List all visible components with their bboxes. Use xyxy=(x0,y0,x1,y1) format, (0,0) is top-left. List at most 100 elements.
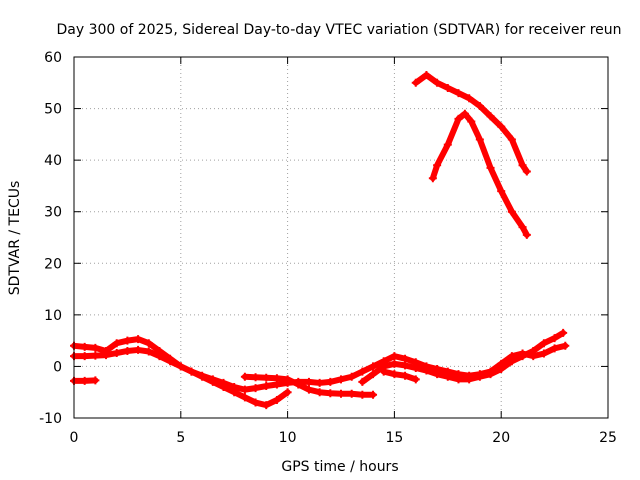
data-point xyxy=(486,112,495,121)
series-band xyxy=(380,368,419,383)
data-point xyxy=(369,362,378,371)
data-point xyxy=(529,346,538,355)
data-point xyxy=(475,372,484,381)
data-point xyxy=(283,375,292,384)
data-point xyxy=(539,339,548,348)
data-point xyxy=(240,393,249,402)
data-point xyxy=(251,398,260,407)
series-upper-arc-1 xyxy=(411,71,531,176)
data-point xyxy=(497,122,506,131)
data-point xyxy=(91,351,100,360)
data-point xyxy=(208,375,217,384)
data-point xyxy=(262,401,271,410)
data-point xyxy=(134,335,143,344)
data-point xyxy=(80,376,89,385)
data-point xyxy=(347,389,356,398)
data-point xyxy=(518,161,527,170)
data-point xyxy=(304,377,313,386)
data-point xyxy=(358,390,367,399)
data-point xyxy=(91,343,100,352)
data-point xyxy=(123,336,132,345)
series-track-e xyxy=(379,367,420,384)
series-track-c xyxy=(240,372,378,399)
data-point xyxy=(326,377,335,386)
x-tick-label: 20 xyxy=(492,430,510,446)
data-point xyxy=(550,344,559,353)
x-tick-label: 15 xyxy=(385,430,403,446)
data-point xyxy=(358,377,367,386)
data-point xyxy=(522,167,531,176)
data-point xyxy=(401,361,410,370)
data-point xyxy=(230,383,239,392)
data-point xyxy=(518,352,527,361)
series-track-d xyxy=(358,328,568,386)
data-point xyxy=(91,376,100,385)
plot-frame xyxy=(73,56,609,419)
data-point xyxy=(272,374,281,383)
y-tick-label: 60 xyxy=(44,50,62,66)
data-point xyxy=(240,372,249,381)
data-point xyxy=(240,385,249,394)
x-tick-label: 0 xyxy=(70,430,79,446)
data-point xyxy=(433,161,442,170)
data-point xyxy=(411,78,420,87)
data-point xyxy=(144,339,153,348)
y-tick-label: 0 xyxy=(53,359,62,375)
data-point xyxy=(454,375,463,384)
y-tick-label: 50 xyxy=(44,102,62,118)
data-point xyxy=(433,78,442,87)
data-point xyxy=(262,382,271,391)
data-point xyxy=(390,370,399,379)
data-point xyxy=(522,230,531,239)
x-tick-label: 10 xyxy=(279,430,297,446)
data-point xyxy=(369,390,378,399)
data-point xyxy=(315,388,324,397)
data-point xyxy=(283,388,292,397)
data-point xyxy=(433,370,442,379)
data-point xyxy=(294,380,303,389)
data-point xyxy=(315,378,324,387)
data-point xyxy=(497,365,506,374)
data-point xyxy=(155,352,164,361)
axis-ticks: 0 5 10 15 20 25 -10 0 10 20 30 40 50 60 xyxy=(39,50,617,446)
data-point xyxy=(550,334,559,343)
data-point xyxy=(304,385,313,394)
data-point xyxy=(475,101,484,110)
data-point xyxy=(379,367,388,376)
series-upper-arc-2 xyxy=(428,109,531,239)
y-tick-label: 30 xyxy=(44,205,62,221)
data-point xyxy=(358,367,367,376)
data-point xyxy=(251,373,260,382)
data-point xyxy=(507,207,516,216)
x-tick-label: 5 xyxy=(176,430,185,446)
data-point xyxy=(422,71,431,80)
data-point xyxy=(507,357,516,366)
data-point xyxy=(411,375,420,384)
data-point xyxy=(518,223,527,232)
data-point xyxy=(262,373,271,382)
data-point xyxy=(454,89,463,98)
chart-title: Day 300 of 2025, Sidereal Day-to-day VTE… xyxy=(56,22,621,38)
y-tick-label: 20 xyxy=(44,256,62,272)
data-point xyxy=(326,389,335,398)
data-point xyxy=(428,174,437,183)
data-point xyxy=(401,371,410,380)
data-point xyxy=(486,163,495,172)
data-point xyxy=(411,363,420,372)
y-tick-label: 40 xyxy=(44,153,62,169)
data-point xyxy=(561,341,570,350)
data-points xyxy=(70,71,570,410)
data-point xyxy=(460,109,469,118)
data-point xyxy=(369,370,378,379)
data-point xyxy=(80,352,89,361)
data-point xyxy=(539,349,548,358)
data-point xyxy=(176,362,185,371)
data-point xyxy=(166,357,175,366)
data-point xyxy=(454,114,463,123)
data-point xyxy=(422,366,431,375)
data-point xyxy=(198,371,207,380)
data-point xyxy=(465,94,474,103)
y-axis-label: SDTVAR / TECUs xyxy=(7,181,23,296)
